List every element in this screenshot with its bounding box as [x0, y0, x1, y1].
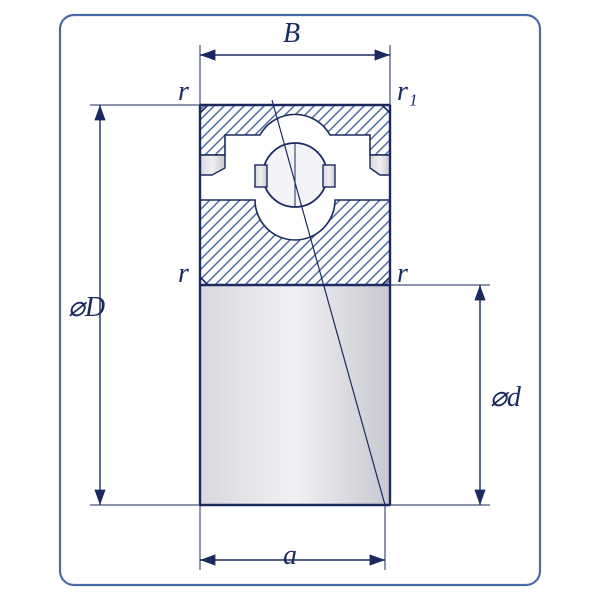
- label-B: B: [283, 18, 300, 50]
- label-D: ⌀D: [68, 290, 105, 324]
- label-r1: r₁: [397, 76, 418, 108]
- inner-ring: [200, 200, 390, 285]
- label-r-tl: r: [178, 76, 189, 108]
- label-a: a: [283, 540, 297, 572]
- bearing-drawing: B r r₁ r r ⌀D ⌀d a: [0, 0, 600, 600]
- label-r-bl: r: [178, 258, 189, 290]
- bore: [200, 285, 390, 505]
- label-r-br: r: [397, 258, 408, 290]
- label-d: ⌀d: [490, 380, 521, 414]
